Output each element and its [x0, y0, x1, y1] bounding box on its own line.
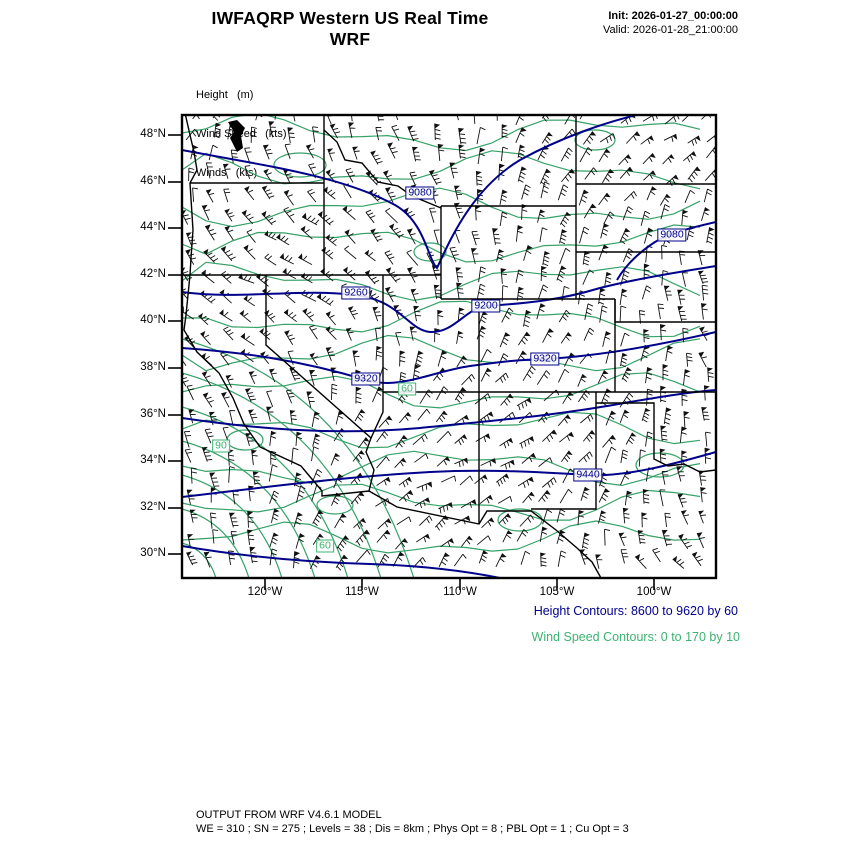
legend-winds-line: Winds (kts): [196, 167, 258, 179]
height-contour-label: 9080: [657, 228, 687, 242]
model-info-footer: OUTPUT FROM WRF V4.6.1 MODEL WE = 310 ; …: [196, 808, 629, 836]
lon-tick-label: 105°W: [539, 586, 575, 598]
footer-config-line: WE = 310 ; SN = 275 ; Levels = 38 ; Dis …: [196, 823, 629, 835]
valid-time-label: Valid: 2026-01-28_21:00:00: [603, 23, 738, 36]
lat-tick-label: 46°N: [140, 175, 166, 187]
lon-tick-label: 115°W: [345, 586, 379, 598]
lon-tick-label: 100°W: [636, 586, 672, 598]
lat-tick-label: 40°N: [140, 314, 166, 326]
lon-tick-label: 110°W: [443, 586, 477, 598]
legend-height-line: Height (m): [196, 89, 254, 101]
wind-barbs-layer: [182, 115, 716, 571]
init-time-label: Init: 2026-01-27_00:00:00: [608, 10, 738, 22]
lat-tick-label: 34°N: [140, 454, 166, 466]
page-title: IWFAQRP Western US Real Time WRF: [211, 8, 489, 49]
height-contours-caption: Height Contours: 8600 to 9620 by 60: [533, 604, 738, 618]
run-time-block: Init: 2026-01-27_00:00:00 Valid: 2026-01…: [603, 10, 738, 37]
lat-tick-label: 30°N: [140, 547, 166, 559]
height-contour-label: 9320: [530, 352, 560, 366]
lat-tick-label: 38°N: [140, 361, 166, 373]
map-frame: [180, 113, 718, 580]
axis-ticks: [168, 134, 655, 590]
height-contour-label: 9080: [405, 186, 435, 200]
footer-model-line: OUTPUT FROM WRF V4.6.1 MODEL: [196, 809, 382, 821]
lat-tick-label: 32°N: [140, 501, 166, 513]
height-contours-layer: [182, 115, 716, 578]
height-contour-label: 9200: [471, 299, 501, 313]
wind-contour-label: 60: [398, 382, 416, 396]
puget-sound-shape: [228, 120, 245, 152]
lat-tick-label: 48°N: [140, 128, 166, 140]
wind-speed-contours-caption: Wind Speed Contours: 0 to 170 by 10: [531, 630, 740, 644]
lat-tick-label: 42°N: [140, 268, 166, 280]
height-contour-label: 9260: [341, 286, 371, 300]
lat-tick-label: 36°N: [140, 408, 166, 420]
wind-contour-label: 60: [316, 539, 334, 553]
height-contour-label: 9440: [573, 468, 603, 482]
state-borders-layer: [183, 115, 716, 578]
height-contour-label: 9320: [351, 372, 381, 386]
lat-tick-label: 44°N: [140, 221, 166, 233]
lon-tick-label: 120°W: [247, 586, 283, 598]
wind-contour-label: 90: [212, 439, 230, 453]
